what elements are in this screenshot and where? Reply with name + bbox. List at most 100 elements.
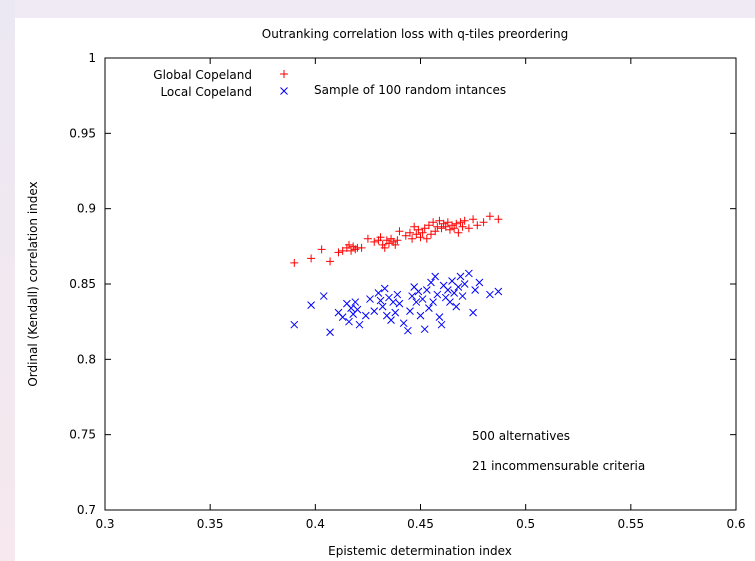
y-tick-label: 1 [88, 51, 96, 65]
local-copeland-point [443, 286, 452, 294]
global-copeland-point [464, 224, 473, 233]
global-copeland-point [454, 228, 463, 237]
local-copeland-point [446, 298, 454, 306]
local-copeland-point [486, 290, 494, 299]
global-copeland-point [418, 228, 427, 237]
global-copeland-point [443, 218, 452, 227]
x-tick-label: 0.35 [197, 517, 224, 531]
y-tick-label: 0.75 [69, 428, 96, 442]
slide-sidebar [0, 0, 15, 561]
global-copeland-point [473, 221, 482, 230]
local-copeland-point [452, 302, 461, 311]
legend-marker-global-copeland [280, 70, 288, 78]
global-copeland-point [416, 233, 425, 242]
global-copeland-point [401, 231, 410, 240]
legend-label-local-copeland: Local Copeland [160, 85, 252, 99]
global-copeland-point [351, 245, 360, 254]
local-copeland-point [351, 298, 360, 306]
global-copeland-point [357, 243, 366, 252]
global-copeland-point [326, 257, 335, 266]
local-copeland-point [448, 277, 456, 285]
local-copeland-point [458, 292, 467, 300]
local-copeland-point [393, 290, 402, 299]
x-tick-label: 0.6 [726, 517, 745, 531]
local-copeland-point [347, 304, 355, 312]
x-tick-label: 0.55 [617, 517, 644, 531]
local-copeland-point [399, 319, 408, 328]
global-copeland-point [435, 216, 444, 225]
local-copeland-point [465, 269, 473, 278]
local-copeland-point [387, 316, 395, 325]
global-copeland-point [414, 225, 423, 234]
global-copeland-point [370, 237, 379, 246]
local-copeland-point [389, 298, 398, 306]
y-tick-label: 0.8 [77, 352, 96, 366]
global-copeland-point [395, 227, 404, 236]
local-copeland-point [475, 278, 484, 287]
plot-background [15, 18, 755, 561]
global-copeland-point [456, 218, 465, 227]
global-copeland-point [479, 218, 488, 227]
global-copeland-point [450, 224, 459, 233]
annotation-alternatives: 500 alternatives [472, 429, 570, 443]
global-copeland-point [376, 233, 385, 242]
local-copeland-point [460, 280, 469, 288]
x-tick-label: 0.4 [306, 517, 325, 531]
local-copeland-point [326, 328, 334, 337]
local-copeland-point [380, 284, 389, 293]
local-copeland-point [319, 292, 328, 300]
local-copeland-point [374, 289, 383, 297]
global-copeland-point [391, 240, 400, 249]
local-copeland-point [378, 302, 387, 311]
global-copeland-point [494, 215, 503, 224]
global-copeland-point [380, 243, 389, 252]
global-copeland-point [437, 224, 446, 233]
local-copeland-point [395, 299, 404, 308]
global-copeland-point [307, 254, 316, 263]
local-copeland-point [435, 313, 444, 322]
global-copeland-point [445, 225, 454, 234]
chart-title: Outranking correlation loss with q-tiles… [262, 27, 568, 41]
local-copeland-point [376, 296, 385, 305]
legend-label-global-copeland: Global Copeland [153, 68, 252, 82]
local-copeland-point [450, 289, 459, 297]
legend-marker-local-copeland [280, 87, 288, 95]
local-copeland-point [427, 278, 435, 287]
global-copeland-point [458, 222, 467, 231]
global-copeland-point [485, 212, 494, 221]
x-axis: 0.3 0.35 0.4 0.45 0.5 0.55 0.6 [95, 58, 746, 531]
legend: Global Copeland Local Copeland Sample of… [153, 68, 506, 99]
x-tick-label: 0.3 [95, 517, 114, 531]
y-tick-label: 0.95 [69, 126, 96, 140]
local-copeland-point [338, 313, 347, 322]
plot-area [104, 57, 737, 511]
global-copeland-point [393, 236, 402, 245]
global-copeland-point [347, 246, 356, 255]
global-copeland-point [410, 222, 419, 231]
global-copeland-point [290, 258, 299, 267]
local-copeland-point [361, 311, 370, 320]
global-copeland-point [408, 234, 417, 243]
local-copeland-point [355, 320, 364, 329]
global-copeland-point [338, 246, 347, 255]
global-copeland-point [452, 219, 461, 228]
local-copeland-point [431, 272, 440, 281]
global-copeland-point [441, 222, 450, 231]
legend-note: Sample of 100 random intances [314, 83, 506, 97]
local-copeland-point [418, 295, 427, 303]
global-copeland-point [420, 224, 429, 233]
local-copeland-point [433, 290, 442, 299]
local-copeland-point [345, 317, 353, 326]
global-copeland-point [431, 227, 440, 236]
global-copeland-point [424, 221, 433, 230]
y-axis: 0.7 0.75 0.8 0.85 0.9 0.95 1 [69, 51, 736, 517]
local-copeland-point [404, 326, 412, 335]
local-copeland-point [454, 283, 463, 291]
local-copeland-point [437, 320, 446, 329]
annotation-criteria: 21 incommensurable criteria [472, 459, 645, 473]
data-points [290, 212, 503, 337]
global-copeland-point [469, 215, 478, 224]
local-copeland-point [420, 325, 429, 334]
y-tick-label: 0.7 [77, 503, 96, 517]
